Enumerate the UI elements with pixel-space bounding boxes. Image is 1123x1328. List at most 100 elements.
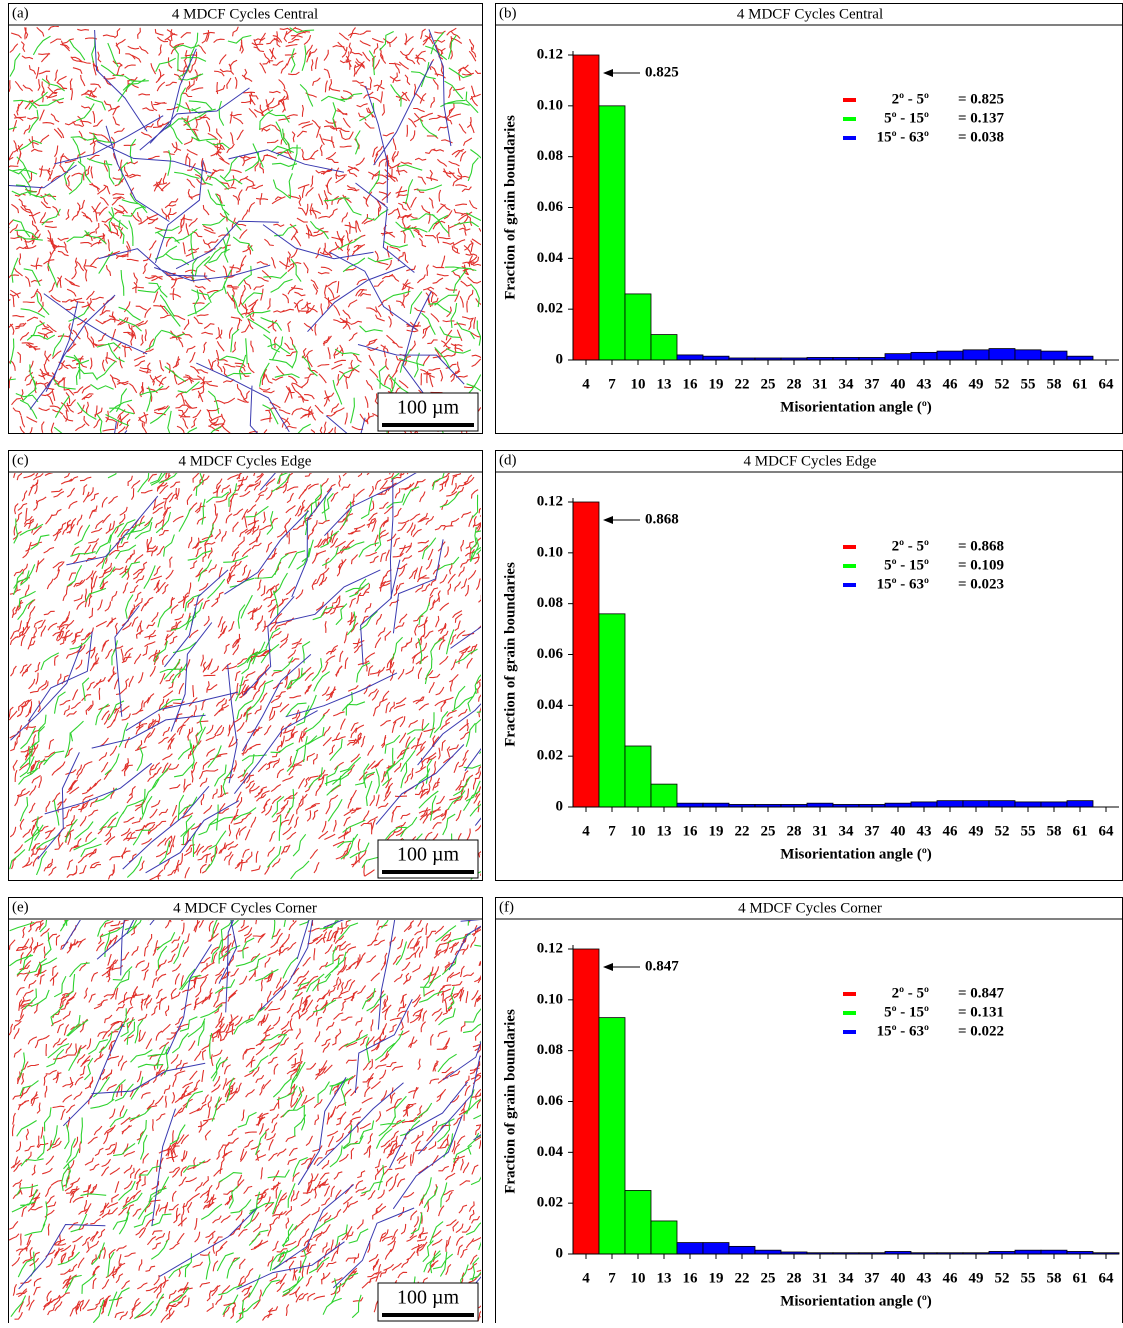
bar xyxy=(702,1242,730,1255)
bar xyxy=(1066,800,1094,808)
x-tick-label: 46 xyxy=(943,823,959,839)
micrograph xyxy=(9,473,481,880)
panel-title: 4 MDCF Cycles Central xyxy=(172,6,318,22)
legend-value: = 0.868 xyxy=(958,538,1004,554)
boundary-texture xyxy=(18,920,481,1290)
bar xyxy=(884,353,912,361)
x-tick-label: 37 xyxy=(865,376,881,392)
y-tick-label: 0.04 xyxy=(537,697,564,713)
y-tick-label: 0.02 xyxy=(537,1195,563,1211)
scale-bar-label: 100 µm xyxy=(397,1287,460,1309)
x-tick-label: 25 xyxy=(761,376,776,392)
bar xyxy=(702,355,730,361)
scale-bar xyxy=(382,423,474,427)
bar xyxy=(650,1220,678,1255)
x-tick-label: 22 xyxy=(735,1270,750,1286)
x-tick-label: 34 xyxy=(839,376,855,392)
annotation: 0.847 xyxy=(645,958,679,974)
legend-name: 15º - 63º xyxy=(877,129,929,145)
x-tick-label: 22 xyxy=(735,376,750,392)
x-tick-label: 16 xyxy=(683,1270,699,1286)
bar xyxy=(1014,1249,1042,1255)
x-tick-label: 37 xyxy=(865,823,881,839)
y-tick-label: 0.12 xyxy=(537,46,563,62)
bar xyxy=(624,745,652,808)
boundary-texture xyxy=(9,29,465,433)
scale-bar-label: 100 µm xyxy=(397,844,460,866)
legend-value: = 0.847 xyxy=(958,985,1005,1001)
x-tick-label: 7 xyxy=(608,1270,616,1286)
x-tick-label: 61 xyxy=(1073,823,1088,839)
y-axis-label: Fraction of grain boundaries xyxy=(502,115,518,300)
x-tick-label: 4 xyxy=(582,823,590,839)
x-tick-label: 10 xyxy=(631,1270,646,1286)
panel-label: (a) xyxy=(12,5,29,21)
x-tick-label: 28 xyxy=(787,376,802,392)
x-tick-label: 55 xyxy=(1021,1270,1036,1286)
legend-swatch xyxy=(843,564,856,568)
x-tick-label: 58 xyxy=(1047,1270,1062,1286)
bar xyxy=(676,802,704,808)
bar xyxy=(598,613,626,808)
x-tick-label: 55 xyxy=(1021,376,1036,392)
annotation-arrowhead xyxy=(603,69,613,77)
bar xyxy=(728,1245,756,1255)
legend-value: = 0.137 xyxy=(958,110,1005,126)
legend-value: = 0.022 xyxy=(958,1023,1004,1039)
bar xyxy=(650,783,678,808)
legend-name: 2º - 5º xyxy=(892,985,929,1001)
scale-bar-label: 100 µm xyxy=(397,397,460,419)
x-tick-label: 40 xyxy=(891,1270,906,1286)
legend-swatch xyxy=(843,992,856,996)
micrograph xyxy=(9,920,481,1323)
bar xyxy=(806,802,834,808)
panel-title: 4 MDCF Cycles Edge xyxy=(179,453,312,469)
y-tick-label: 0.10 xyxy=(537,97,563,113)
x-tick-label: 25 xyxy=(761,823,776,839)
y-tick-label: 0.04 xyxy=(537,1144,564,1160)
x-tick-label: 52 xyxy=(995,376,1010,392)
bar xyxy=(962,800,990,808)
x-tick-label: 10 xyxy=(631,376,646,392)
bar xyxy=(572,948,600,1255)
annotation-arrowhead xyxy=(603,516,613,524)
panel-label: (f) xyxy=(499,899,514,915)
legend-value: = 0.109 xyxy=(958,557,1004,573)
x-tick-label: 58 xyxy=(1047,823,1062,839)
scale-bar xyxy=(382,870,474,874)
y-tick-label: 0.12 xyxy=(537,493,563,509)
x-tick-label: 19 xyxy=(709,376,724,392)
panel-label: (b) xyxy=(499,5,517,21)
legend-name: 15º - 63º xyxy=(877,1023,929,1039)
x-tick-label: 52 xyxy=(995,1270,1010,1286)
x-tick-label: 22 xyxy=(735,823,750,839)
y-tick-label: 0 xyxy=(556,798,564,814)
legend-swatch xyxy=(843,136,856,140)
x-tick-label: 49 xyxy=(969,376,984,392)
legend-value: = 0.825 xyxy=(958,91,1004,107)
x-tick-label: 46 xyxy=(943,376,959,392)
bar xyxy=(676,354,704,361)
boundary-texture xyxy=(10,473,481,874)
bar xyxy=(884,802,912,808)
y-tick-label: 0.02 xyxy=(537,748,563,764)
x-tick-label: 13 xyxy=(657,823,672,839)
panel-label: (e) xyxy=(12,899,29,915)
x-tick-label: 49 xyxy=(969,1270,984,1286)
y-tick-label: 0.02 xyxy=(537,301,563,317)
boundary-texture xyxy=(9,473,481,880)
bar xyxy=(936,350,964,361)
chart-title: 4 MDCF Cycles Corner xyxy=(738,900,882,916)
x-tick-label: 52 xyxy=(995,823,1010,839)
x-tick-label: 43 xyxy=(917,823,932,839)
x-tick-label: 13 xyxy=(657,376,672,392)
y-tick-label: 0.10 xyxy=(537,991,563,1007)
bar xyxy=(1040,1249,1068,1255)
y-tick-label: 0 xyxy=(556,1245,564,1261)
boundary-texture xyxy=(9,473,481,880)
y-tick-label: 0 xyxy=(556,351,564,367)
x-tick-label: 64 xyxy=(1099,823,1115,839)
bar xyxy=(988,800,1016,808)
x-tick-label: 4 xyxy=(582,376,590,392)
